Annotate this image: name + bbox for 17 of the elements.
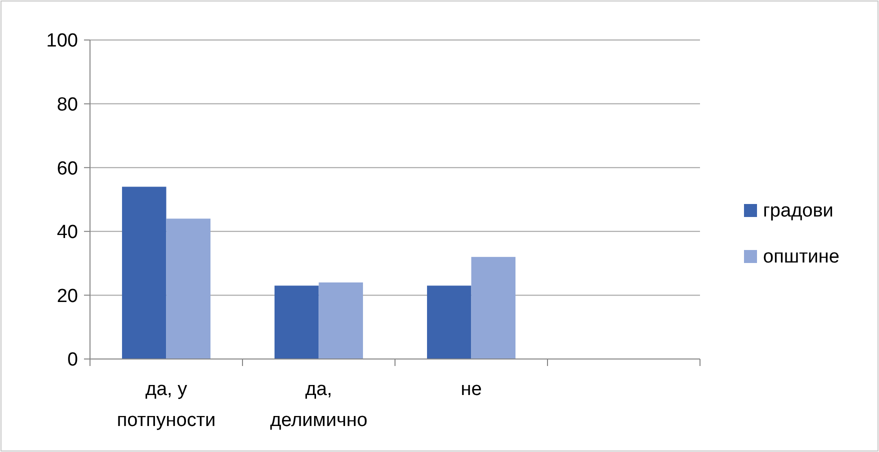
y-tick-label: 0 xyxy=(67,350,78,371)
y-tick-label: 40 xyxy=(56,222,78,244)
y-tick-label: 100 xyxy=(46,30,78,52)
legend-label: градови xyxy=(763,200,834,222)
bar xyxy=(471,256,516,359)
x-tick-label: не xyxy=(460,379,482,400)
bar xyxy=(166,218,210,359)
bar xyxy=(122,186,166,359)
y-tick-label: 20 xyxy=(56,286,78,307)
x-tick-label: да, у потпуности xyxy=(116,379,216,431)
bar xyxy=(318,282,363,359)
legend-label: општине xyxy=(763,246,840,268)
y-tick-label: 60 xyxy=(56,158,78,180)
bar xyxy=(427,286,472,359)
x-tick-label: да, делимично xyxy=(270,379,368,431)
bar xyxy=(274,286,319,359)
y-tick-label: 80 xyxy=(56,94,78,116)
